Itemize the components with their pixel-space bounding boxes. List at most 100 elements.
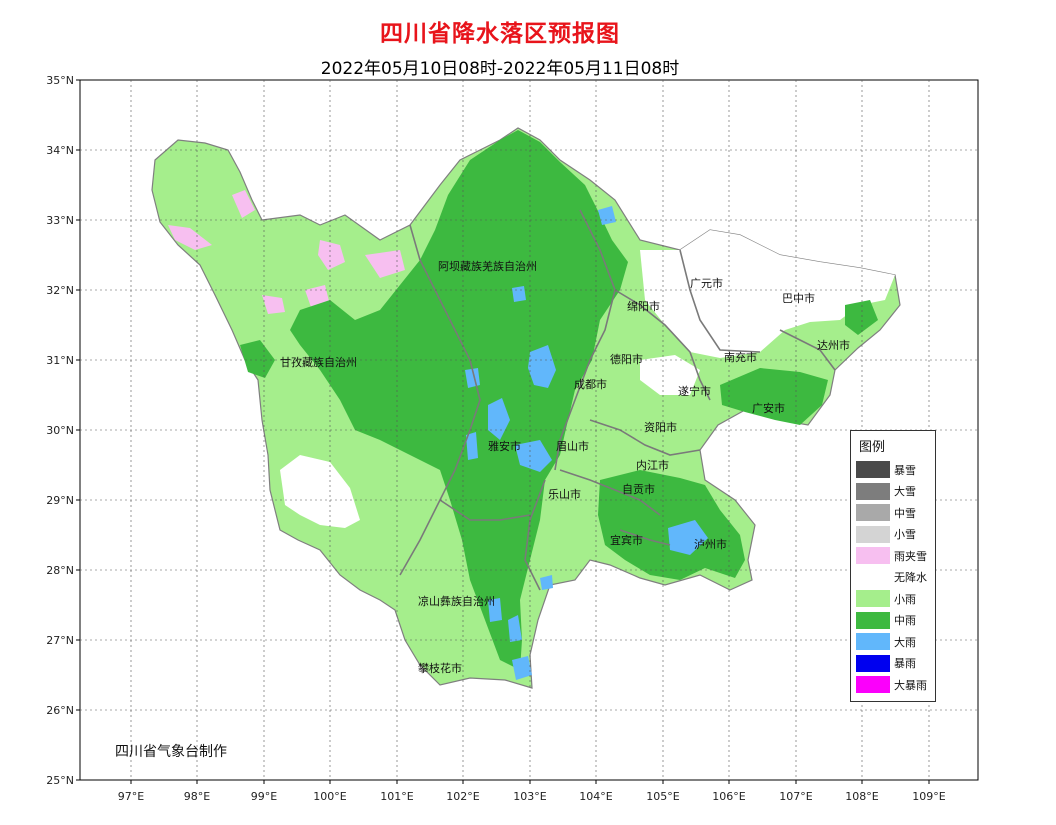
heavy-rain-patch <box>508 615 522 642</box>
lat-label: 30°N <box>46 424 74 437</box>
legend-item: 大暴雨 <box>851 674 935 696</box>
legend-item: 中雪 <box>851 502 935 524</box>
lat-label: 34°N <box>46 144 74 157</box>
legend-item: 暴雨 <box>851 653 935 675</box>
legend-item: 雨夹雪 <box>851 545 935 567</box>
legend-swatch <box>856 568 890 586</box>
lon-label: 103°E <box>513 790 546 803</box>
lat-label: 31°N <box>46 354 74 367</box>
legend-label: 小雨 <box>894 592 916 606</box>
map-subtitle: 2022年05月10日08时-2022年05月11日08时 <box>320 59 680 79</box>
city-label-luzhou: 泸州市 <box>694 537 727 551</box>
lon-label: 101°E <box>380 790 413 803</box>
lat-label: 27°N <box>46 634 74 647</box>
city-label-guangan: 广安市 <box>752 401 785 415</box>
legend-title: 图例 <box>859 440 886 455</box>
legend-label: 暴雪 <box>894 463 916 477</box>
no-precip-west <box>280 455 360 528</box>
legend-item: 暴雪 <box>851 459 935 481</box>
heavy-rain-patch <box>488 598 502 622</box>
boundary-layer <box>399 209 836 591</box>
city-label-ziyang: 资阳市 <box>644 420 677 434</box>
heavy-rain-patch <box>515 440 552 472</box>
legend-item: 大雨 <box>851 631 935 653</box>
legend-label: 暴雨 <box>894 657 916 671</box>
sleet-patch <box>262 295 285 314</box>
legend-item: 中雨 <box>851 610 935 632</box>
heavy-rain-patch <box>466 432 478 460</box>
lon-labels: 97°E 98°E 99°E 100°E 101°E 102°E 103°E 1… <box>118 790 946 803</box>
moderate-rain-region <box>720 368 828 425</box>
city-label-meishan: 眉山市 <box>556 439 589 453</box>
lat-label: 32°N <box>46 284 74 297</box>
lon-label: 99°E <box>251 790 277 803</box>
lon-label: 97°E <box>118 790 144 803</box>
city-label-leshan: 乐山市 <box>548 487 581 501</box>
legend-label: 中雪 <box>894 506 916 520</box>
legend-swatch <box>856 676 890 694</box>
legend-item: 小雪 <box>851 524 935 546</box>
lat-labels: 35°N 34°N 33°N 32°N 31°N 30°N 29°N 28°N … <box>46 74 74 787</box>
moderate-rain-region <box>290 130 628 670</box>
heavy-rain-patch <box>512 286 526 302</box>
legend-label: 大暴雨 <box>894 678 927 692</box>
legend-swatch <box>856 525 890 543</box>
city-label-nanchong: 南充市 <box>724 350 757 364</box>
city-labels: 阿坝藏族羌族自治州 甘孜藏族自治州 绵阳市 广元市 巴中市 达州市 南充市 德阳… <box>280 259 850 675</box>
heavy-rain-patch <box>488 398 510 440</box>
tick-marks <box>76 79 930 784</box>
lon-label: 108°E <box>845 790 878 803</box>
city-label-suining: 遂宁市 <box>678 384 711 398</box>
lon-label: 109°E <box>912 790 945 803</box>
legend-swatch <box>856 633 890 651</box>
lon-label: 100°E <box>313 790 346 803</box>
legend-swatch <box>856 590 890 608</box>
map-title: 四川省降水落区预报图 <box>380 21 620 47</box>
moderate-rain-region <box>240 340 275 378</box>
sleet-patch <box>318 240 345 270</box>
lat-label: 26°N <box>46 704 74 717</box>
legend-swatch <box>856 547 890 565</box>
lat-label: 28°N <box>46 564 74 577</box>
legend-label: 大雪 <box>894 485 916 499</box>
sleet-patch <box>365 250 405 278</box>
lat-label: 29°N <box>46 494 74 507</box>
sleet-patch <box>232 190 255 218</box>
lat-label: 33°N <box>46 214 74 227</box>
heavy-rain-patch <box>528 345 556 388</box>
heavy-rain-patch <box>512 656 532 680</box>
legend-item: 小雨 <box>851 588 935 610</box>
city-label-neijiang: 内江市 <box>636 458 669 472</box>
legend-item: 无降水 <box>851 567 935 589</box>
legend-label: 小雪 <box>894 528 916 542</box>
city-label-dazhou: 达州市 <box>817 338 850 352</box>
city-label-aba: 阿坝藏族羌族自治州 <box>438 259 537 273</box>
legend-label: 无降水 <box>894 571 927 585</box>
city-label-yaan: 雅安市 <box>488 439 521 453</box>
city-label-guangyuan: 广元市 <box>690 276 723 290</box>
lat-label: 35°N <box>46 74 74 87</box>
city-label-ganzi: 甘孜藏族自治州 <box>280 355 357 369</box>
city-label-liangshan: 凉山彝族自治州 <box>418 594 495 608</box>
lat-label: 25°N <box>46 774 74 787</box>
lon-label: 107°E <box>779 790 812 803</box>
lon-label: 104°E <box>579 790 612 803</box>
city-label-zigong: 自贡市 <box>622 482 655 496</box>
legend-swatch <box>856 461 890 479</box>
lon-label: 105°E <box>646 790 679 803</box>
city-label-mianyang: 绵阳市 <box>627 299 660 313</box>
city-label-chengdu: 成都市 <box>574 377 607 391</box>
legend-item: 大雪 <box>851 481 935 503</box>
moderate-rain-region <box>845 300 878 335</box>
legend-swatch <box>856 611 890 629</box>
legend-label: 大雨 <box>894 635 916 649</box>
legend-swatch <box>856 482 890 500</box>
legend-label: 中雨 <box>894 614 916 628</box>
legend: 图例 暴雪 大雪 中雪 小雪 雨夹雪 无降水 小雨 中雨 大雨 暴雨 大暴雨 <box>850 430 936 702</box>
city-label-panzhihua: 攀枝花市 <box>418 661 462 675</box>
no-precip-central <box>640 355 700 395</box>
city-label-yibin: 宜宾市 <box>610 533 643 547</box>
city-label-deyang: 德阳市 <box>610 352 643 366</box>
legend-swatch <box>856 654 890 672</box>
city-label-bazhong: 巴中市 <box>782 291 815 305</box>
